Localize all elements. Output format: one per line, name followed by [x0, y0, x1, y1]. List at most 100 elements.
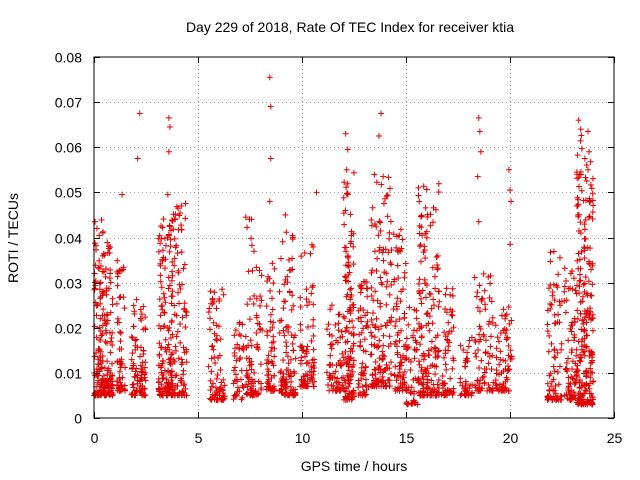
- data-point: [420, 387, 427, 394]
- data-point: [577, 277, 584, 284]
- data-point: [585, 214, 592, 221]
- data-point: [232, 391, 239, 398]
- data-point: [508, 317, 515, 324]
- data-point: [403, 335, 410, 342]
- data-point: [475, 218, 482, 225]
- data-point: [346, 380, 353, 387]
- data-point: [167, 236, 174, 243]
- data-point: [114, 359, 121, 366]
- data-point: [214, 371, 221, 378]
- data-point: [397, 354, 404, 361]
- data-point: [385, 174, 392, 181]
- data-point: [589, 357, 596, 364]
- data-point: [374, 255, 381, 262]
- data-point: [213, 375, 220, 382]
- data-point: [109, 301, 116, 308]
- data-point: [344, 262, 351, 269]
- data-point: [181, 306, 188, 313]
- data-point: [579, 346, 586, 353]
- data-point: [567, 391, 574, 398]
- data-point: [417, 341, 424, 348]
- data-point: [164, 191, 171, 198]
- data-point: [357, 289, 364, 296]
- data-point: [397, 359, 404, 366]
- data-point: [237, 354, 244, 361]
- data-point: [350, 301, 357, 308]
- data-point: [342, 130, 349, 137]
- data-point: [376, 247, 383, 254]
- data-point: [175, 267, 182, 274]
- data-point: [427, 222, 434, 229]
- data-point: [372, 358, 379, 365]
- data-point: [471, 274, 478, 281]
- data-point: [416, 230, 423, 237]
- data-point: [212, 359, 219, 366]
- data-point: [104, 239, 111, 246]
- data-point: [585, 278, 592, 285]
- data-point: [362, 312, 369, 319]
- data-point: [91, 353, 98, 360]
- data-point: [178, 226, 185, 233]
- data-point: [380, 382, 387, 389]
- data-point: [422, 255, 429, 262]
- data-point: [248, 385, 255, 392]
- data-point: [380, 200, 387, 207]
- data-point: [500, 357, 507, 364]
- data-point: [283, 383, 290, 390]
- data-point: [573, 352, 580, 359]
- data-point: [177, 321, 184, 328]
- data-point: [165, 148, 172, 155]
- data-point: [265, 352, 272, 359]
- data-point: [557, 302, 564, 309]
- data-point: [297, 327, 304, 334]
- data-point: [230, 396, 237, 403]
- data-point: [116, 329, 123, 336]
- data-point: [290, 347, 297, 354]
- data-point: [155, 386, 162, 393]
- data-point: [327, 341, 334, 348]
- data-point: [505, 387, 512, 394]
- data-point: [558, 340, 565, 347]
- data-point: [506, 320, 513, 327]
- data-point: [555, 271, 562, 278]
- data-point: [369, 371, 376, 378]
- data-point: [423, 228, 430, 235]
- data-point: [304, 359, 311, 366]
- data-point: [343, 324, 350, 331]
- data-point: [107, 279, 114, 286]
- data-point: [101, 385, 108, 392]
- data-point: [350, 340, 357, 347]
- data-point: [466, 337, 473, 344]
- data-point: [370, 310, 377, 317]
- data-point: [549, 396, 556, 403]
- data-point: [157, 278, 164, 285]
- data-point: [387, 259, 394, 266]
- data-point: [569, 286, 576, 293]
- data-point: [280, 357, 287, 364]
- data-point: [286, 392, 293, 399]
- data-point: [485, 321, 492, 328]
- data-point: [234, 384, 241, 391]
- data-point: [287, 369, 294, 376]
- data-point: [310, 316, 317, 323]
- data-point: [159, 257, 166, 264]
- data-point: [109, 378, 116, 385]
- data-point: [427, 392, 434, 399]
- data-point: [476, 364, 483, 371]
- data-point: [588, 400, 595, 407]
- data-point: [552, 390, 559, 397]
- data-point: [155, 235, 162, 242]
- data-point: [573, 346, 580, 353]
- data-point: [415, 288, 422, 295]
- data-point: [574, 152, 581, 159]
- data-point: [283, 229, 290, 236]
- data-point: [174, 250, 181, 257]
- data-point: [432, 345, 439, 352]
- plot-frame: [93, 56, 615, 419]
- data-point: [138, 311, 145, 318]
- data-point: [572, 287, 579, 294]
- data-point: [208, 368, 215, 375]
- data-point: [434, 261, 441, 268]
- data-point: [207, 288, 214, 295]
- data-point: [347, 211, 354, 218]
